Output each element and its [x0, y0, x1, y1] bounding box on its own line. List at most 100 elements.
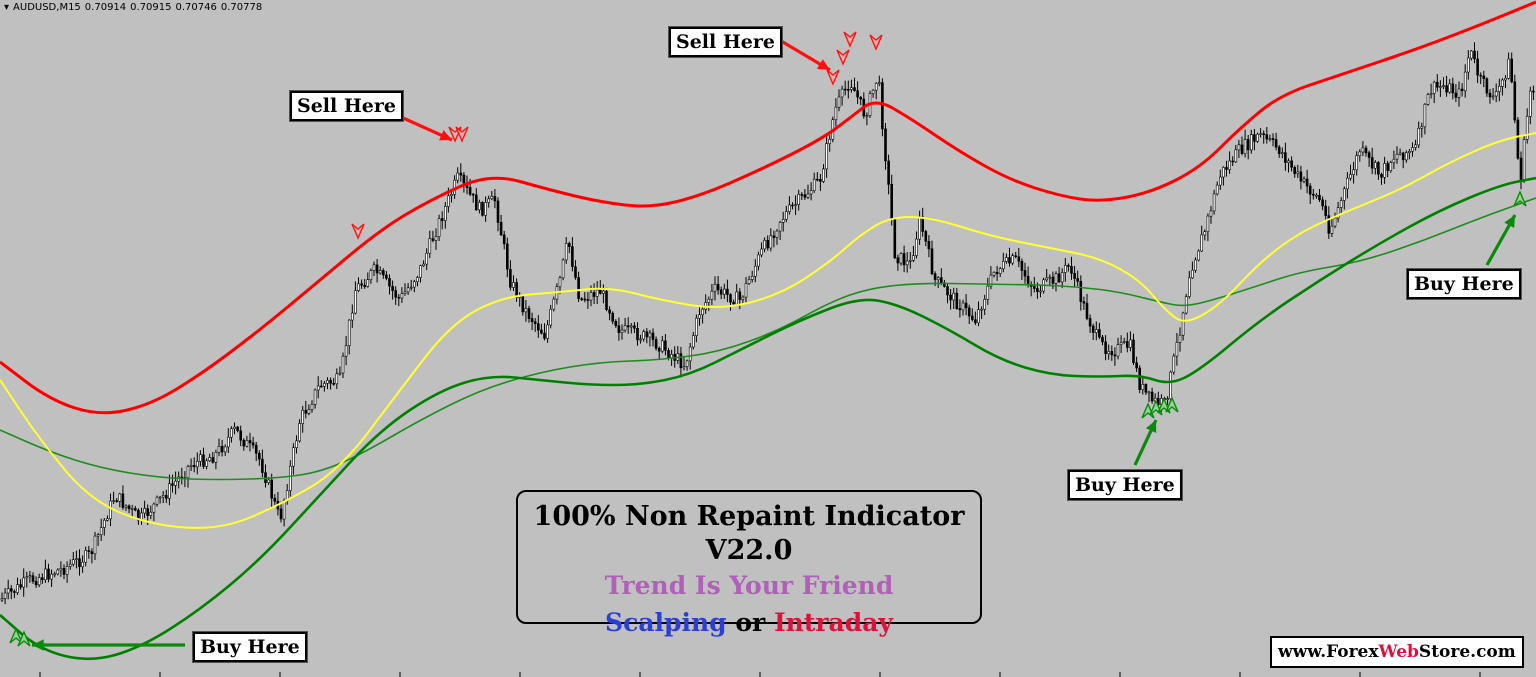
- candle-body: [121, 493, 125, 508]
- candle-body: [664, 340, 667, 351]
- candle-body: [1488, 92, 1492, 98]
- candle-body: [558, 277, 562, 288]
- candle-body: [422, 263, 425, 267]
- callout-arrow-head: [1145, 420, 1157, 433]
- candle-body: [409, 286, 413, 289]
- callout-arrow-head: [817, 59, 830, 70]
- candle-body: [1088, 318, 1092, 327]
- signal-arrows-layer: [9, 31, 1527, 647]
- candle-body: [1420, 126, 1424, 129]
- candle-body: [825, 143, 828, 170]
- candle-body: [431, 238, 435, 241]
- candle-body: [1126, 341, 1129, 348]
- candle-body: [660, 340, 664, 352]
- candle-body: [1327, 215, 1331, 234]
- candle-body: [50, 573, 53, 580]
- candle-body: [1414, 144, 1417, 148]
- close-price: 0.70778: [220, 2, 263, 13]
- candle-body: [490, 196, 494, 200]
- candle-body: [651, 332, 655, 340]
- candle-body: [977, 309, 980, 324]
- candle-body: [642, 331, 646, 340]
- candle-body: [1011, 255, 1014, 264]
- candle-body: [1026, 275, 1030, 285]
- candle-body: [1525, 116, 1529, 140]
- candle-body: [958, 308, 962, 311]
- candle-body: [1045, 277, 1048, 281]
- candle-body: [335, 373, 339, 385]
- candle-body: [608, 309, 611, 314]
- candle-body: [3, 592, 7, 599]
- candle-body: [301, 409, 305, 424]
- candle-body: [78, 558, 81, 568]
- candle-body: [25, 576, 29, 579]
- candle-body: [1054, 273, 1058, 284]
- candle-body: [90, 551, 94, 554]
- candle-body: [1513, 81, 1517, 121]
- candle-body: [654, 339, 658, 349]
- candle-body: [701, 308, 704, 316]
- candle-body: [580, 298, 584, 301]
- candle-body: [1116, 344, 1120, 357]
- candle-body: [1271, 138, 1275, 140]
- candle-body: [592, 292, 596, 297]
- candle-body: [310, 404, 314, 410]
- candle-body: [633, 325, 636, 329]
- candle-body: [828, 139, 832, 145]
- candle-body: [6, 588, 10, 594]
- candle-body: [837, 96, 841, 108]
- candle-body: [1299, 171, 1303, 182]
- url-part3: Store.com: [1418, 642, 1516, 662]
- candle-body: [165, 495, 168, 499]
- candle-body: [171, 483, 174, 486]
- candle-body: [1104, 341, 1107, 354]
- candle-body: [890, 184, 894, 220]
- candle-body: [304, 409, 308, 414]
- info-or: or: [735, 608, 766, 637]
- candle-body: [1451, 83, 1455, 94]
- candle-body: [533, 321, 537, 324]
- candle-body: [1529, 90, 1532, 117]
- candle-body: [1346, 177, 1349, 190]
- candle-body: [130, 508, 134, 510]
- candle-body: [1274, 139, 1278, 148]
- candle-body: [1408, 151, 1411, 154]
- candle-body: [726, 288, 729, 295]
- candle-body: [912, 255, 915, 261]
- candle-body: [1377, 162, 1380, 175]
- candle-body: [75, 558, 78, 560]
- candle-body: [459, 172, 463, 176]
- candle-body: [388, 277, 391, 287]
- candle-body: [1439, 86, 1442, 88]
- candle-body: [1364, 147, 1368, 154]
- candle-body: [797, 194, 801, 205]
- buy-arrow-icon: [1165, 396, 1179, 413]
- candle-body: [96, 534, 100, 537]
- candle-body: [1095, 329, 1098, 333]
- candle-body: [986, 285, 990, 300]
- candle-body: [614, 320, 618, 327]
- candle-body: [40, 577, 44, 580]
- candle-body: [1017, 256, 1021, 262]
- candle-body: [1091, 325, 1095, 333]
- candle-body: [1228, 160, 1231, 170]
- candle-body: [1209, 210, 1213, 217]
- website-url[interactable]: www.ForexWebStore.com: [1270, 636, 1524, 668]
- candle-body: [636, 327, 639, 341]
- candle-body: [1321, 199, 1324, 207]
- candle-body: [168, 483, 171, 499]
- candle-body: [1312, 193, 1315, 196]
- candle-body: [1330, 225, 1334, 234]
- header-dropdown-icon[interactable]: ▾: [4, 2, 10, 13]
- candle-body: [967, 307, 971, 317]
- candle-body: [112, 500, 115, 502]
- candle-body: [288, 465, 292, 491]
- candle-body: [1504, 77, 1507, 81]
- candle-body: [648, 332, 652, 338]
- candle-body: [456, 172, 460, 181]
- buy-here-label-1: Buy Here: [193, 632, 307, 662]
- info-scalping: Scalping: [605, 608, 727, 637]
- candle-body: [161, 495, 165, 498]
